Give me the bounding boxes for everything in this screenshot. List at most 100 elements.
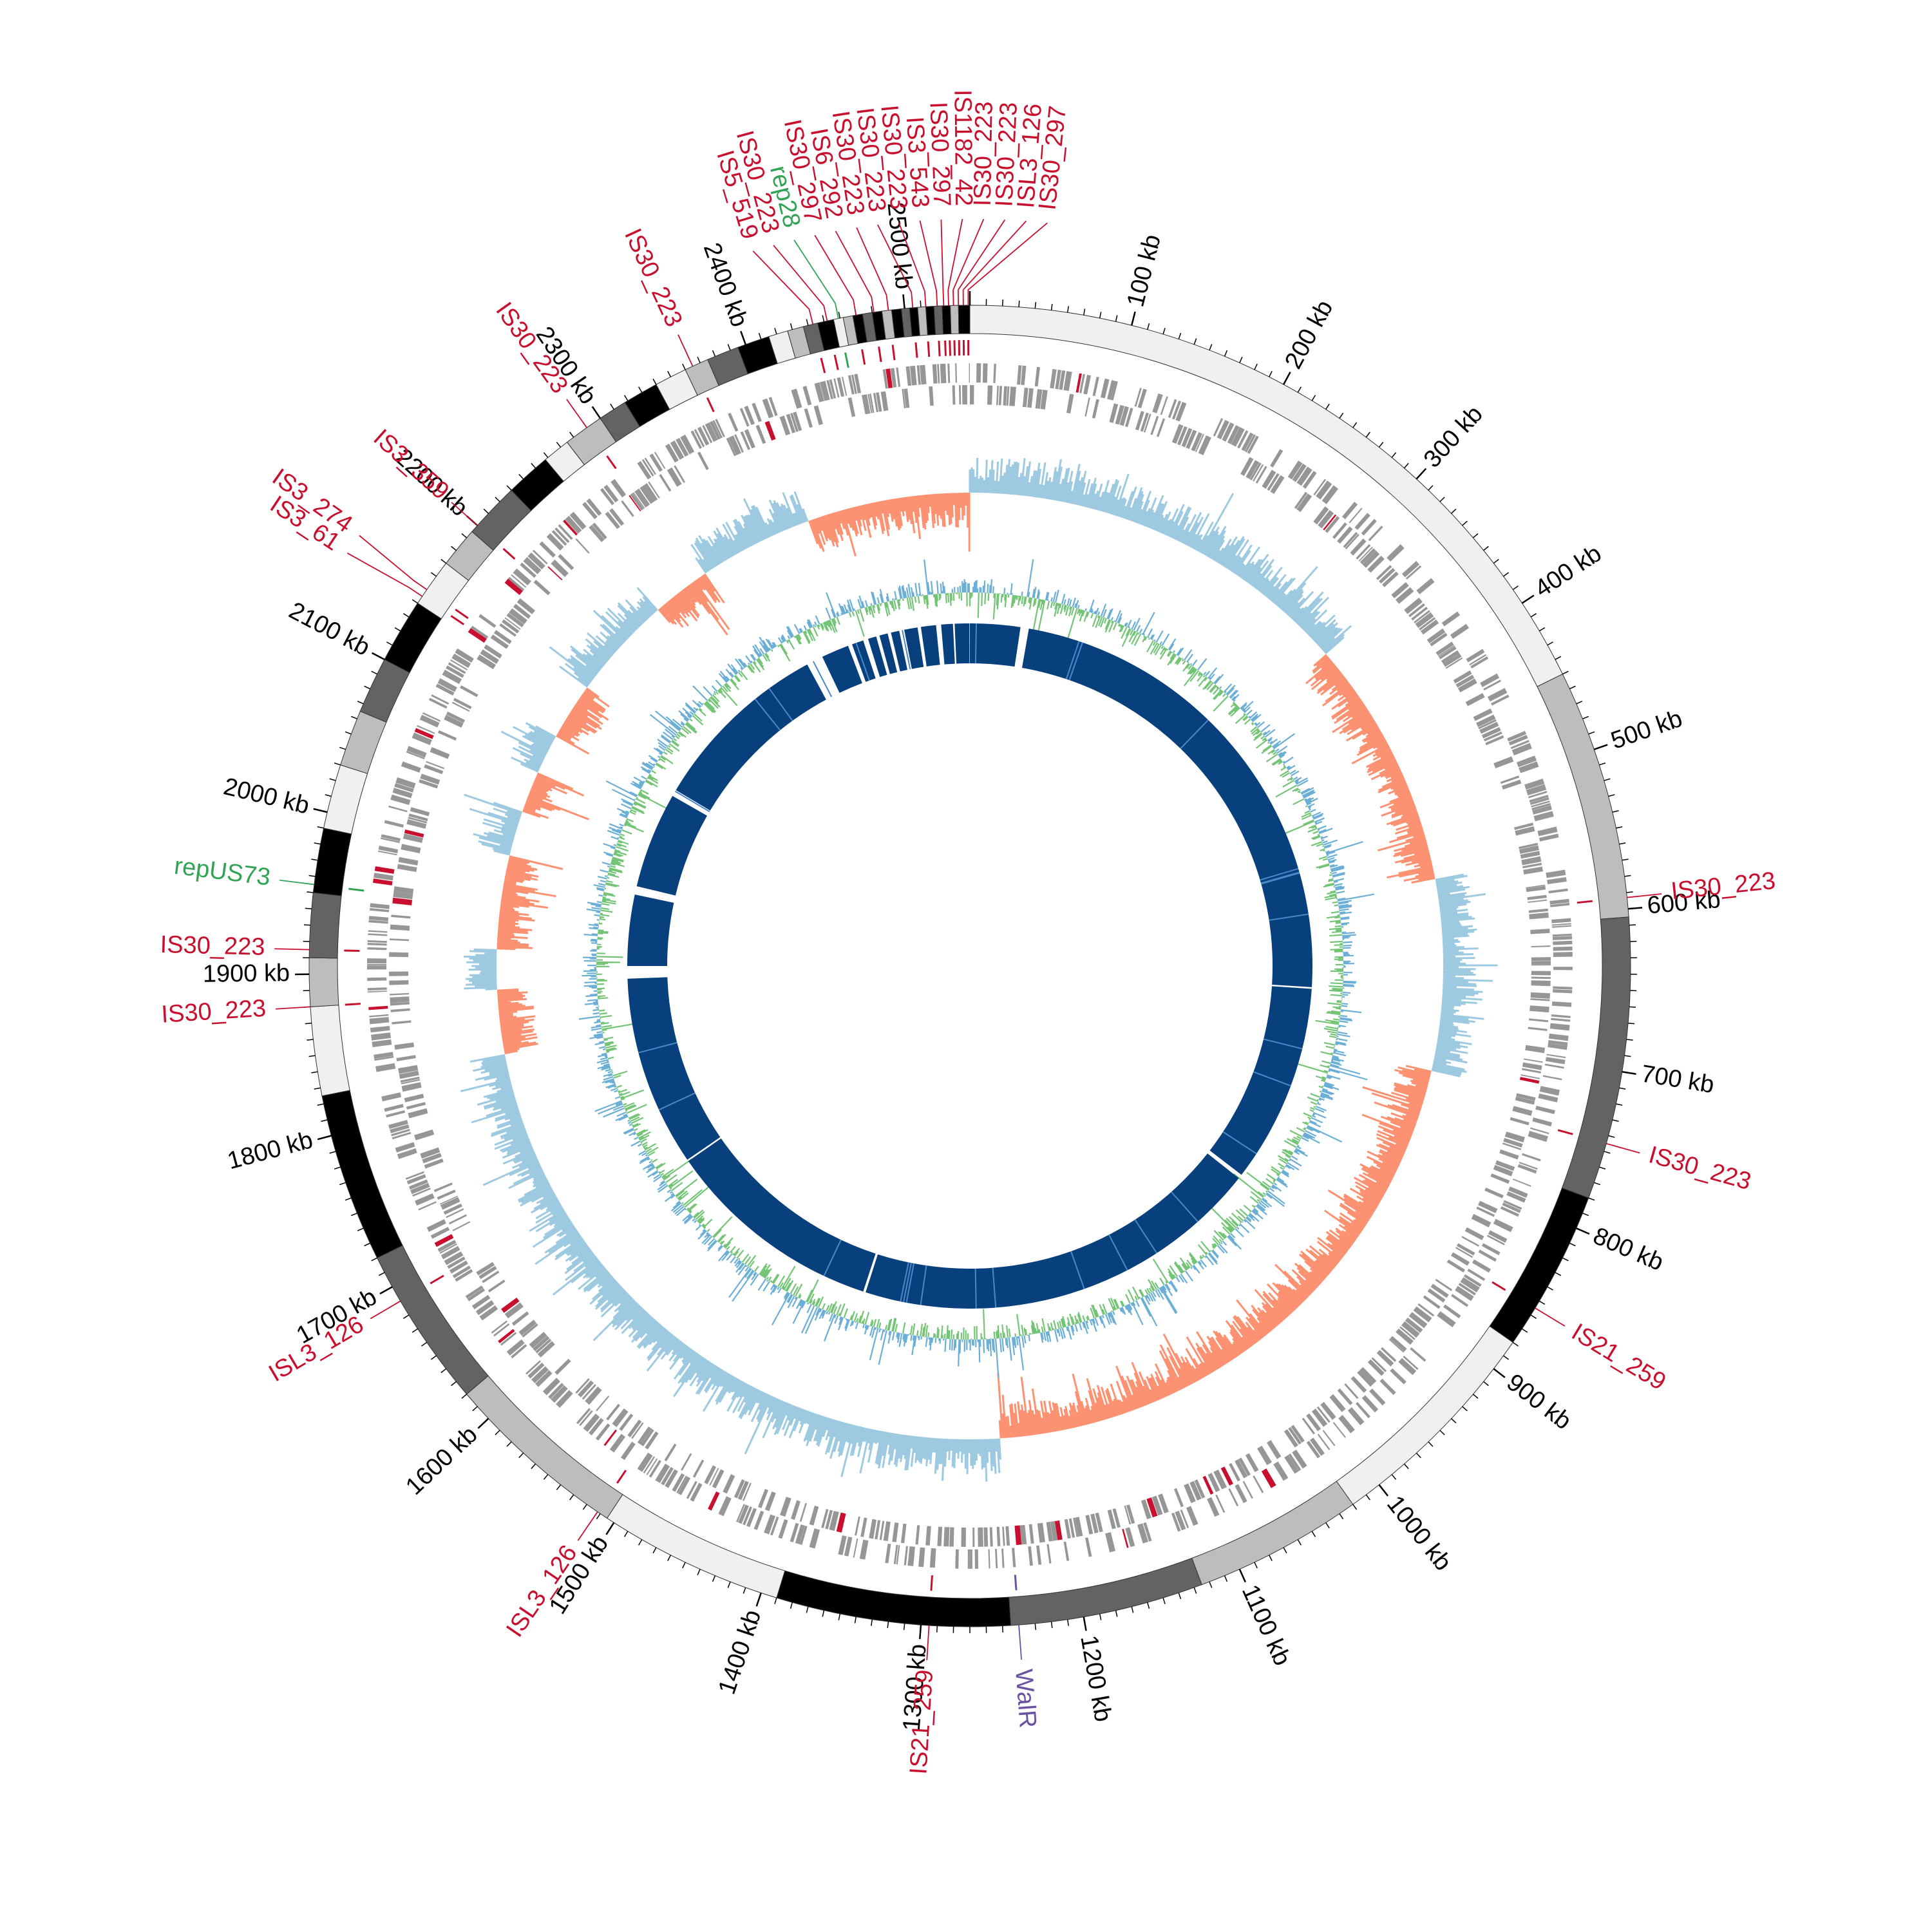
cds-feature — [368, 920, 388, 924]
cds-feature — [661, 1466, 674, 1486]
feature-leader-line — [577, 1511, 598, 1541]
mobile-element-marker — [345, 1003, 361, 1006]
cds-feature — [1450, 1252, 1470, 1266]
scale-tick — [1416, 468, 1427, 480]
cds-feature — [392, 1020, 412, 1025]
cds-feature — [410, 1182, 430, 1195]
cds-feature — [704, 1465, 717, 1484]
cds-feature — [1551, 918, 1571, 923]
feature-leader-line — [947, 218, 963, 306]
cds-feature — [629, 495, 641, 512]
scale-tick-label: 900 kb — [1502, 1369, 1577, 1435]
scale-tick — [421, 1341, 428, 1347]
scale-tick — [472, 1406, 478, 1412]
scale-tick — [314, 842, 321, 845]
scale-tick — [371, 1257, 377, 1262]
cds-feature — [860, 1517, 867, 1537]
cds-feature — [1415, 612, 1434, 629]
cds-feature — [737, 1481, 749, 1501]
scale-tick — [1224, 350, 1228, 357]
cds-feature — [1063, 371, 1072, 392]
inner-ring-segment — [970, 623, 1021, 667]
feature-leader-line — [1535, 1307, 1566, 1327]
cds-feature — [556, 1390, 573, 1408]
cds-feature — [1313, 478, 1327, 496]
cds-feature — [1507, 730, 1527, 742]
inner-ring-variant — [920, 1265, 927, 1305]
cds-feature — [420, 1147, 440, 1159]
cds-feature — [1531, 945, 1551, 948]
cds-feature — [433, 1182, 453, 1193]
cds-feature — [414, 728, 434, 739]
cds-feature — [1262, 469, 1276, 489]
cds-feature — [531, 1366, 549, 1383]
cds-feature — [390, 1008, 410, 1012]
cds-feature — [1068, 1518, 1075, 1538]
scale-tick — [790, 323, 793, 330]
scale-tick — [364, 685, 370, 690]
cds-feature — [611, 478, 627, 498]
cds-feature — [909, 365, 917, 386]
cds-feature — [585, 1387, 602, 1405]
cds-feature — [1350, 538, 1367, 556]
cds-feature — [1539, 833, 1559, 842]
cds-feature — [1291, 1425, 1305, 1443]
cds-feature — [715, 419, 725, 437]
feature-label: repUS73 — [173, 853, 272, 891]
scale-tick — [1099, 1613, 1102, 1620]
cds-feature — [414, 1193, 435, 1206]
cds-feature — [1521, 1068, 1541, 1074]
cds-feature — [1235, 1459, 1248, 1479]
scale-tick — [1224, 1575, 1228, 1582]
cds-feature — [408, 1179, 428, 1190]
cds-feature — [440, 1197, 460, 1210]
scale-tick — [1604, 1151, 1611, 1154]
cds-feature — [1484, 1188, 1504, 1198]
cds-feature — [1519, 845, 1539, 854]
cds-feature — [955, 1549, 959, 1569]
feature-label: IS1182_42 — [949, 90, 977, 206]
cds-feature — [1528, 908, 1548, 913]
cds-feature — [1137, 388, 1147, 408]
cds-feature — [1529, 912, 1549, 920]
scale-tick — [1619, 1087, 1626, 1090]
mobile-element-marker — [1014, 1575, 1018, 1591]
cds-feature — [861, 394, 871, 415]
scale-tick — [790, 1602, 793, 1609]
cds-feature — [961, 1527, 966, 1547]
scale-tick — [314, 1087, 321, 1090]
mobile-element-marker — [430, 1274, 444, 1285]
cds-feature — [1157, 1493, 1169, 1513]
cds-feature — [1107, 380, 1116, 400]
cds-feature — [386, 1110, 406, 1118]
cds-feature — [885, 1543, 891, 1564]
scale-tick — [1503, 572, 1510, 577]
cds-feature — [1526, 784, 1547, 796]
cds-feature — [1476, 1206, 1495, 1217]
cds-feature — [381, 1092, 402, 1102]
cds-feature — [1343, 532, 1358, 548]
cds-feature — [367, 947, 387, 951]
cds-feature — [419, 714, 440, 728]
contig-band — [384, 602, 442, 674]
cds-feature — [1358, 547, 1373, 562]
cds-feature — [1499, 1149, 1519, 1160]
scale-tick — [774, 1597, 777, 1604]
cds-feature — [955, 363, 958, 383]
feature-leader-line — [940, 219, 945, 306]
cds-feature — [1156, 418, 1166, 437]
cds-feature — [886, 368, 893, 388]
cds-feature — [1479, 721, 1499, 734]
scale-tick — [712, 1575, 716, 1582]
scale-tick — [712, 350, 716, 357]
scale-tick-label: 1100 kb — [1236, 1581, 1296, 1670]
cds-feature — [1313, 506, 1329, 525]
cds-feature — [1261, 1468, 1276, 1488]
scale-tick — [1352, 1504, 1358, 1510]
cds-feature — [1075, 1517, 1083, 1537]
cds-feature — [854, 374, 862, 393]
cds-feature — [736, 1504, 745, 1522]
scale-tick — [1131, 311, 1136, 326]
cds-feature — [1376, 1350, 1394, 1367]
cds-feature — [844, 1537, 853, 1557]
